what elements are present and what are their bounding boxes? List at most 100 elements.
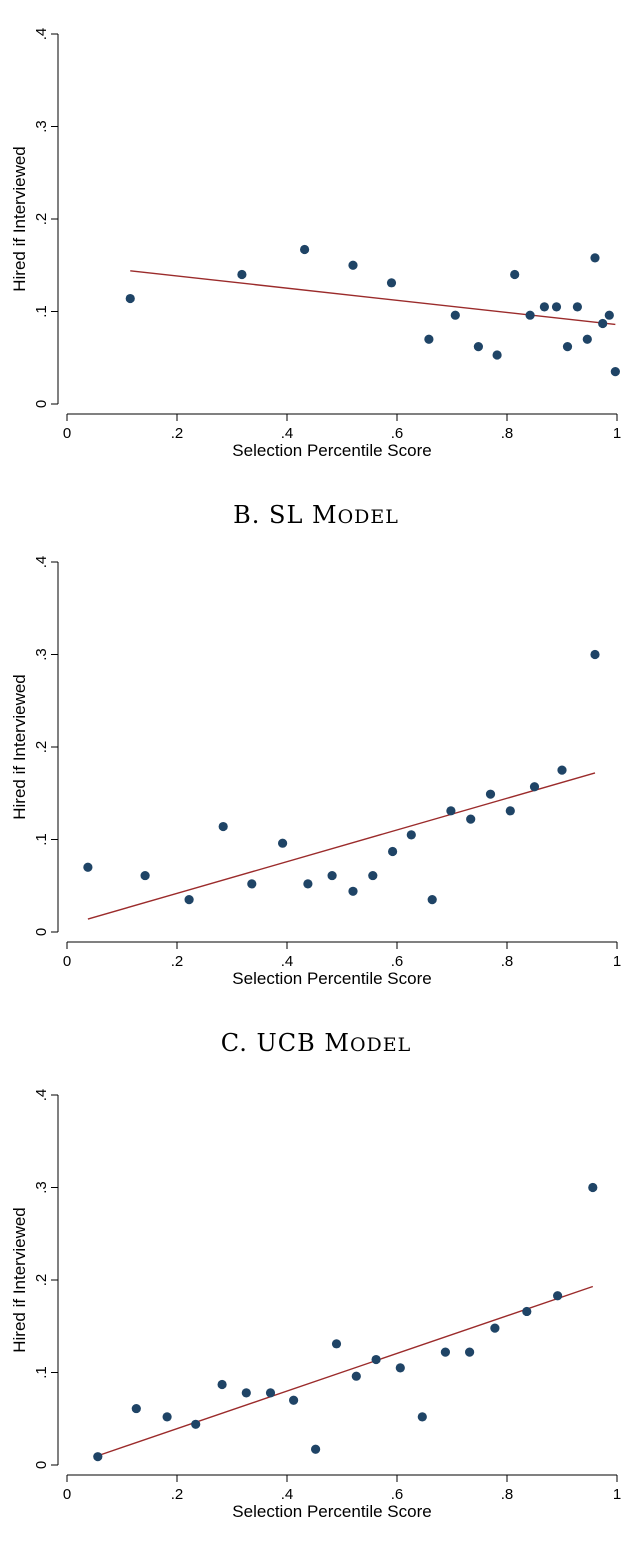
x-tick-label: 0 bbox=[63, 425, 71, 442]
data-point bbox=[562, 342, 573, 352]
x-tick-label: .4 bbox=[281, 425, 294, 442]
y-tick-label: .3 bbox=[33, 1181, 50, 1194]
y-tick-label: .1 bbox=[33, 833, 50, 846]
data-point bbox=[162, 1412, 172, 1422]
data-point bbox=[522, 1306, 532, 1317]
data-point bbox=[590, 649, 600, 660]
panel-a: 0 .1 .2 .3 .4 0 .2 .4 .6 .8 1 Selection Percentile … bbox=[0, 0, 633, 470]
data-point bbox=[590, 253, 600, 263]
data-point bbox=[131, 1403, 141, 1414]
y-tick-label: .4 bbox=[33, 28, 50, 41]
x-tick-label: 0 bbox=[63, 1486, 71, 1503]
x-tick-label: .6 bbox=[391, 425, 404, 442]
x-tick-label: 1 bbox=[613, 953, 621, 970]
data-point bbox=[610, 367, 620, 377]
data-point bbox=[450, 310, 460, 320]
panel-title: C. UCB MODEL bbox=[221, 1029, 412, 1057]
data-point bbox=[446, 806, 456, 816]
y-tick-label: .1 bbox=[33, 305, 50, 318]
data-point bbox=[465, 1347, 475, 1357]
y-tick-label: .2 bbox=[33, 741, 50, 754]
data-point bbox=[539, 302, 550, 312]
x-axis-title: Selection Percentile Score bbox=[232, 1502, 431, 1521]
data-point bbox=[417, 1412, 427, 1422]
data-point bbox=[553, 1291, 563, 1301]
panel-title: B. SL MODEL bbox=[233, 501, 399, 529]
data-point bbox=[368, 870, 378, 881]
x-tick-label: 0 bbox=[63, 953, 71, 970]
data-point bbox=[125, 293, 135, 304]
data-point bbox=[406, 830, 416, 840]
data-point bbox=[241, 1388, 251, 1398]
x-tick-label: .6 bbox=[391, 953, 404, 970]
data-point bbox=[582, 334, 592, 344]
data-point bbox=[525, 310, 535, 320]
data-point bbox=[348, 260, 358, 270]
data-point bbox=[265, 1388, 276, 1398]
data-point bbox=[289, 1395, 299, 1405]
fitted-line bbox=[87, 772, 596, 920]
data-point bbox=[184, 895, 194, 905]
x-tick-label: .6 bbox=[391, 1486, 404, 1503]
data-point bbox=[395, 1363, 405, 1373]
chart-panel-c: C. UCB MODEL 0 .1 .2 .3 .4 0 .2 .4 .6 .8 1 Selection… bbox=[10, 1029, 621, 1521]
x-tick-label: .4 bbox=[281, 1486, 294, 1503]
data-point bbox=[327, 870, 337, 881]
y-tick-label: 0 bbox=[33, 928, 50, 936]
data-point bbox=[93, 1452, 103, 1462]
fitted-line bbox=[97, 1285, 594, 1457]
panel-c: C. UCB MODEL 0 .1 .2 .3 .4 0 .2 .4 .6 .8 1 Selection… bbox=[0, 1023, 633, 1533]
x-tick-label: .2 bbox=[171, 1486, 184, 1503]
data-point bbox=[311, 1444, 321, 1454]
y-tick-label: .1 bbox=[33, 1366, 50, 1379]
data-point bbox=[466, 814, 476, 824]
data-point bbox=[140, 870, 150, 881]
data-point bbox=[218, 821, 228, 832]
data-point bbox=[492, 350, 502, 360]
x-tick-label: .8 bbox=[501, 953, 514, 970]
data-point bbox=[300, 244, 310, 255]
y-tick-label: .3 bbox=[33, 120, 50, 133]
data-point bbox=[490, 1323, 500, 1333]
data-point bbox=[505, 806, 515, 816]
y-tick-label: .4 bbox=[33, 1089, 50, 1102]
data-point bbox=[551, 302, 562, 312]
fitted-line bbox=[130, 270, 616, 326]
data-point bbox=[371, 1354, 381, 1365]
data-point bbox=[473, 342, 483, 352]
data-point bbox=[598, 318, 608, 329]
x-tick-label: .2 bbox=[171, 953, 184, 970]
x-tick-label: .2 bbox=[171, 425, 184, 442]
panel-b: B. SL MODEL 0 .1 .2 .3 .4 0 .2 .4 .6 .8 1 Selection … bbox=[0, 495, 633, 1000]
data-point bbox=[191, 1419, 201, 1429]
data-point bbox=[529, 782, 540, 792]
x-tick-label: 1 bbox=[613, 425, 621, 442]
y-tick-label: .2 bbox=[33, 213, 50, 226]
data-point bbox=[247, 879, 257, 889]
data-point bbox=[510, 269, 520, 280]
y-axis-title: Hired if Interviewed bbox=[10, 1207, 29, 1353]
data-point bbox=[440, 1347, 450, 1357]
data-point bbox=[424, 334, 434, 344]
x-axis-title: Selection Percentile Score bbox=[232, 969, 431, 988]
x-axis-title: Selection Percentile Score bbox=[232, 441, 431, 460]
data-point bbox=[557, 765, 567, 775]
data-point bbox=[386, 278, 397, 288]
y-tick-label: .4 bbox=[33, 556, 50, 569]
data-point bbox=[348, 886, 358, 896]
y-tick-label: .3 bbox=[33, 648, 50, 661]
data-point bbox=[83, 862, 93, 872]
x-tick-label: .8 bbox=[501, 1486, 514, 1503]
chart-panel-a: 0 .1 .2 .3 .4 0 .2 .4 .6 .8 1 Selection Percentile … bbox=[10, 28, 621, 460]
y-axis-title: Hired if Interviewed bbox=[10, 146, 29, 292]
data-point bbox=[572, 302, 583, 312]
x-tick-label: .8 bbox=[501, 425, 514, 442]
x-tick-label: .4 bbox=[281, 953, 294, 970]
chart-panel-b: B. SL MODEL 0 .1 .2 .3 .4 0 .2 .4 .6 .8 1 Selection … bbox=[10, 501, 621, 988]
data-point bbox=[237, 269, 247, 280]
data-point bbox=[351, 1371, 361, 1381]
data-point bbox=[588, 1182, 598, 1193]
x-tick-label: 1 bbox=[613, 1486, 621, 1503]
data-point bbox=[331, 1339, 342, 1349]
y-axis-title: Hired if Interviewed bbox=[10, 674, 29, 820]
